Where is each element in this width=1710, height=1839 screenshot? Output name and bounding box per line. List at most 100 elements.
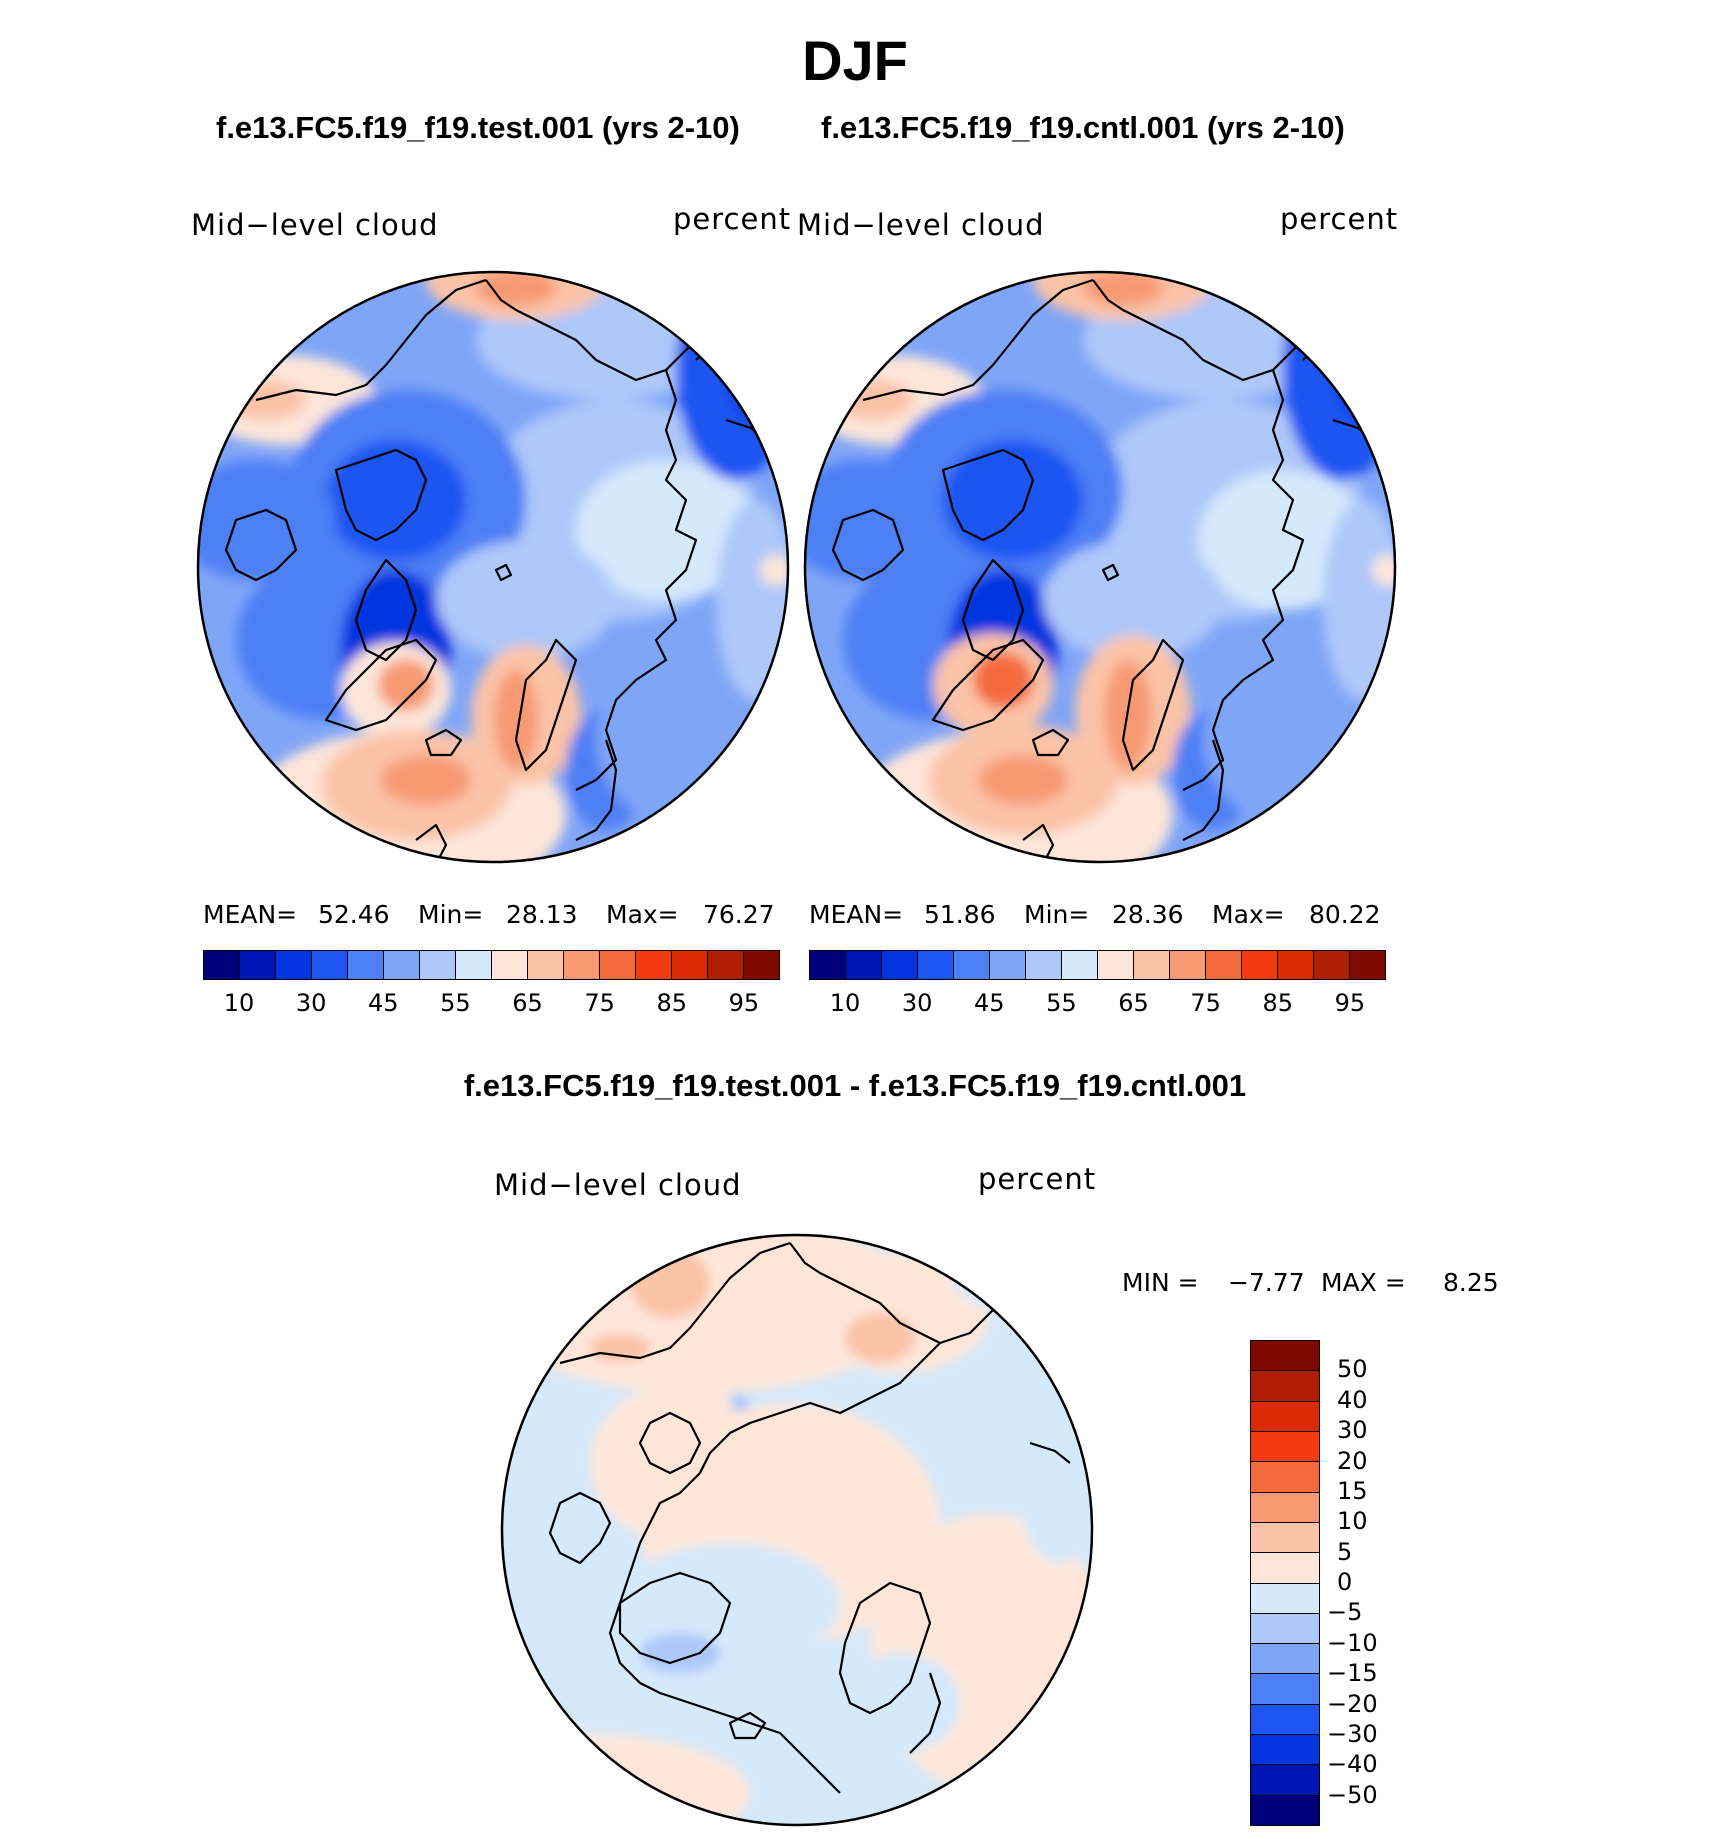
test-colorbar-box bbox=[420, 951, 456, 979]
test-colorbar-tick-label: 95 bbox=[728, 989, 760, 1017]
test-colorbar-box bbox=[528, 951, 564, 979]
test-mean-label: MEAN= bbox=[203, 900, 298, 929]
test-units-label: percent bbox=[673, 202, 792, 236]
cntl-colorbar-tick-label: 65 bbox=[1118, 989, 1149, 1017]
diff-min-label: MIN = bbox=[1122, 1268, 1199, 1297]
test-mean-value: 52.46 bbox=[318, 900, 390, 929]
diff-colorbar-tick-label: 5 bbox=[1337, 1537, 1353, 1566]
cntl-colorbar-box bbox=[1314, 951, 1350, 979]
cntl-colorbar-tick-label: 95 bbox=[1334, 989, 1366, 1017]
cntl-colorbar bbox=[809, 950, 1386, 980]
diff-colorbar-box bbox=[1251, 1341, 1319, 1372]
cntl-colorbar-box bbox=[954, 951, 990, 979]
cntl-min-label: Min= bbox=[1024, 900, 1090, 929]
cntl-colorbar-box bbox=[1350, 951, 1385, 979]
diff-colorbar-box bbox=[1251, 1644, 1319, 1675]
test-colorbar-tick-label: 30 bbox=[295, 989, 327, 1017]
cntl-case-title: f.e13.FC5.f19_f19.cntl.001 (yrs 2-10) bbox=[821, 110, 1345, 145]
test-case-title: f.e13.FC5.f19_f19.test.001 (yrs 2-10) bbox=[216, 110, 740, 145]
diff-colorbar-tick-label: −50 bbox=[1327, 1780, 1378, 1809]
test-colorbar-box bbox=[744, 951, 779, 979]
cntl-max-label: Max= bbox=[1212, 900, 1285, 929]
diff-colorbar-tick-label: −30 bbox=[1327, 1719, 1378, 1748]
cntl-min-value: 28.36 bbox=[1112, 900, 1184, 929]
diff-variable-label: Mid−level cloud bbox=[494, 1168, 742, 1202]
cntl-colorbar-box bbox=[882, 951, 918, 979]
diff-colorbar-tick-label: −15 bbox=[1327, 1659, 1378, 1688]
test-colorbar-tick-label: 45 bbox=[368, 989, 399, 1017]
cntl-colorbar-tick-label: 45 bbox=[974, 989, 1005, 1017]
diff-colorbar-box bbox=[1251, 1613, 1319, 1645]
test-colorbar-box bbox=[348, 951, 384, 979]
difference-title: f.e13.FC5.f19_f19.test.001 - f.e13.FC5.f… bbox=[463, 1068, 1247, 1103]
diff-colorbar-box bbox=[1251, 1431, 1319, 1463]
diff-colorbar-tick-label: 15 bbox=[1337, 1476, 1368, 1505]
diff-colorbar-box bbox=[1251, 1735, 1319, 1766]
test-colorbar-tick-label: 65 bbox=[512, 989, 543, 1017]
cntl-colorbar-box bbox=[918, 951, 954, 979]
diff-colorbar-box bbox=[1251, 1371, 1319, 1402]
cntl-colorbar-tick-label: 10 bbox=[829, 989, 861, 1017]
cntl-polar-map bbox=[803, 270, 1397, 864]
test-colorbar-box bbox=[240, 951, 276, 979]
test-max-label: Max= bbox=[606, 900, 679, 929]
test-colorbar-box bbox=[312, 951, 348, 979]
diff-colorbar-box bbox=[1251, 1674, 1319, 1705]
diff-colorbar-tick-label: 20 bbox=[1337, 1446, 1368, 1475]
cntl-colorbar-box bbox=[846, 951, 882, 979]
test-polar-map bbox=[196, 270, 790, 864]
test-min-label: Min= bbox=[418, 900, 484, 929]
test-colorbar-box bbox=[456, 951, 492, 979]
test-colorbar-tick-label: 55 bbox=[440, 989, 471, 1017]
test-min-value: 28.13 bbox=[506, 900, 578, 929]
diff-colorbar-box bbox=[1251, 1492, 1319, 1523]
cntl-colorbar-tick-label: 75 bbox=[1190, 989, 1221, 1017]
diff-colorbar-tick-label: 10 bbox=[1337, 1507, 1368, 1536]
test-colorbar-box bbox=[492, 951, 528, 979]
test-colorbar-box bbox=[708, 951, 744, 979]
test-colorbar-tick-label: 85 bbox=[656, 989, 688, 1017]
test-colorbar-box bbox=[384, 951, 420, 979]
cntl-max-value: 80.22 bbox=[1309, 900, 1381, 929]
diff-colorbar-tick-label: 40 bbox=[1337, 1385, 1368, 1414]
diff-colorbar-tick-label: −40 bbox=[1327, 1750, 1378, 1779]
diff-colorbar-box bbox=[1251, 1522, 1319, 1554]
cntl-colorbar-box bbox=[1134, 951, 1170, 979]
test-colorbar-box bbox=[672, 951, 708, 979]
diff-colorbar bbox=[1250, 1340, 1320, 1826]
diff-colorbar-tick-label: −20 bbox=[1327, 1689, 1378, 1718]
test-max-value: 76.27 bbox=[703, 900, 775, 929]
test-colorbar-box bbox=[600, 951, 636, 979]
diff-colorbar-box bbox=[1251, 1462, 1319, 1493]
diff-colorbar-box bbox=[1251, 1583, 1319, 1614]
diff-colorbar-tick-label: −5 bbox=[1327, 1598, 1363, 1627]
cntl-colorbar-tick-label: 55 bbox=[1046, 989, 1077, 1017]
cntl-variable-label: Mid−level cloud bbox=[797, 208, 1045, 242]
diff-colorbar-box bbox=[1251, 1704, 1319, 1736]
cntl-colorbar-box bbox=[1026, 951, 1062, 979]
diff-max-value: 8.25 bbox=[1443, 1268, 1499, 1297]
test-variable-label: Mid−level cloud bbox=[191, 208, 439, 242]
test-colorbar-box bbox=[636, 951, 672, 979]
test-colorbar-tick-label: 10 bbox=[223, 989, 255, 1017]
diff-colorbar-tick-label: −10 bbox=[1327, 1628, 1378, 1657]
diff-colorbar-tick-label: 30 bbox=[1337, 1416, 1368, 1445]
cntl-units-label: percent bbox=[1280, 202, 1399, 236]
diff-colorbar-tick-label: 0 bbox=[1337, 1568, 1353, 1596]
diff-units-label: percent bbox=[978, 1162, 1097, 1196]
cntl-colorbar-box bbox=[1098, 951, 1134, 979]
cntl-mean-label: MEAN= bbox=[809, 900, 904, 929]
test-colorbar bbox=[203, 950, 780, 980]
cntl-mean-value: 51.86 bbox=[924, 900, 996, 929]
diff-polar-map bbox=[500, 1233, 1094, 1827]
diff-max-label: MAX = bbox=[1321, 1268, 1406, 1297]
diff-colorbar-box bbox=[1251, 1795, 1319, 1825]
cntl-colorbar-tick-label: 30 bbox=[901, 989, 933, 1017]
diff-min-value: −7.77 bbox=[1228, 1268, 1305, 1297]
test-colorbar-box bbox=[204, 951, 240, 979]
diff-colorbar-box bbox=[1251, 1553, 1319, 1584]
season-title: DJF bbox=[802, 29, 908, 92]
cntl-colorbar-tick-label: 85 bbox=[1262, 989, 1294, 1017]
cntl-colorbar-box bbox=[1242, 951, 1278, 979]
test-colorbar-box bbox=[564, 951, 600, 979]
